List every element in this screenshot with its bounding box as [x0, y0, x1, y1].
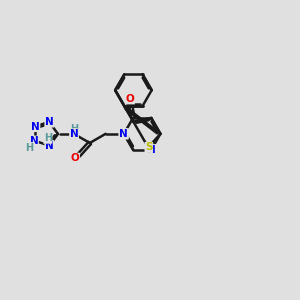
Text: H: H	[25, 142, 33, 153]
Text: N: N	[147, 145, 156, 154]
Text: H: H	[44, 133, 52, 143]
Text: N: N	[45, 141, 54, 151]
Text: O: O	[71, 153, 80, 163]
Text: N: N	[70, 129, 78, 139]
Text: N: N	[119, 129, 128, 139]
Text: S: S	[145, 142, 152, 152]
Text: N: N	[119, 129, 128, 139]
Text: H: H	[70, 124, 78, 134]
Text: N: N	[30, 136, 38, 146]
Text: N: N	[45, 117, 54, 127]
Text: N: N	[31, 122, 40, 131]
Text: O: O	[126, 94, 134, 104]
